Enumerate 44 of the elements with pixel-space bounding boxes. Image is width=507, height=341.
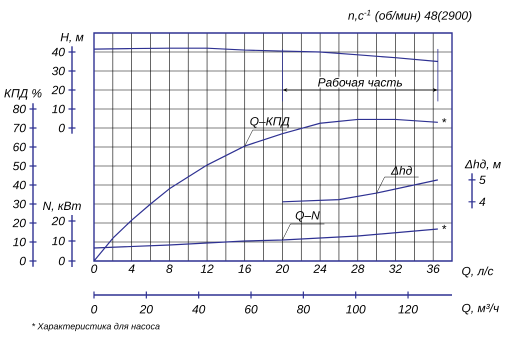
x-tick-label: 16	[238, 264, 252, 273]
y2-tick-label: 20	[12, 218, 26, 228]
y2-tick-label: 60	[13, 142, 26, 152]
x-tick-label: 20	[276, 264, 289, 273]
x-tick-label: 12	[200, 264, 214, 273]
y-axis-title: Δhд, м	[464, 160, 501, 170]
y2-tick-label: 40	[12, 180, 26, 190]
y-tick-label: 20	[52, 86, 65, 94]
x-tick-label: 24	[313, 264, 326, 273]
x-tick-label: 8	[166, 264, 173, 273]
chart-subtitle: n,c$^{-1}$ (об/мин) 48(2900)	[348, 10, 472, 22]
y-tick-label: 40	[52, 48, 65, 56]
y2-tick-label: 80	[12, 104, 26, 114]
x2-tick-label: 40	[192, 305, 206, 314]
line-series	[282, 179, 438, 202]
x2-tick-label: 20	[140, 305, 153, 314]
y2-tick-label: 50	[12, 162, 26, 170]
x-tick-label: 28	[351, 264, 364, 273]
text: * Характеристика для насоса	[32, 322, 160, 332]
y2-tick-label: 10	[12, 238, 26, 246]
ref-line-label: Рабочая часть	[318, 78, 402, 87]
x2-tick-label: 80	[297, 305, 310, 314]
y-tick-label: 0	[58, 124, 65, 132]
y2-tick-label: 0	[20, 256, 26, 266]
annotation: *	[442, 118, 446, 122]
x2-tick-label: 100	[346, 305, 366, 314]
x-tick-label: 0	[91, 264, 98, 273]
x2-tick-label: 60	[245, 305, 258, 314]
x2-tick-label: 120	[398, 305, 418, 314]
y2-axis-title: КПД %	[4, 89, 42, 100]
x-tick-label: 36	[426, 264, 440, 273]
y2-tick-label: 70	[14, 124, 26, 132]
x2-tick-label: 0	[91, 305, 98, 314]
y-tick-label: 10	[52, 104, 65, 114]
x-axis-title: Q, л/с	[462, 266, 494, 278]
x-tick-label: 4	[128, 264, 135, 273]
y-tick-label: 5	[479, 176, 486, 184]
y-tick-label: 30	[52, 66, 65, 76]
x2-axis-title: Q, м³/ч	[462, 304, 499, 314]
x-tick-label: 32	[389, 264, 402, 273]
y2-tick-label: 30	[12, 200, 26, 208]
y-axis-title: H, м	[60, 33, 84, 43]
annotation: *	[442, 224, 446, 230]
y3-axis-title: N, кВт	[42, 202, 81, 212]
